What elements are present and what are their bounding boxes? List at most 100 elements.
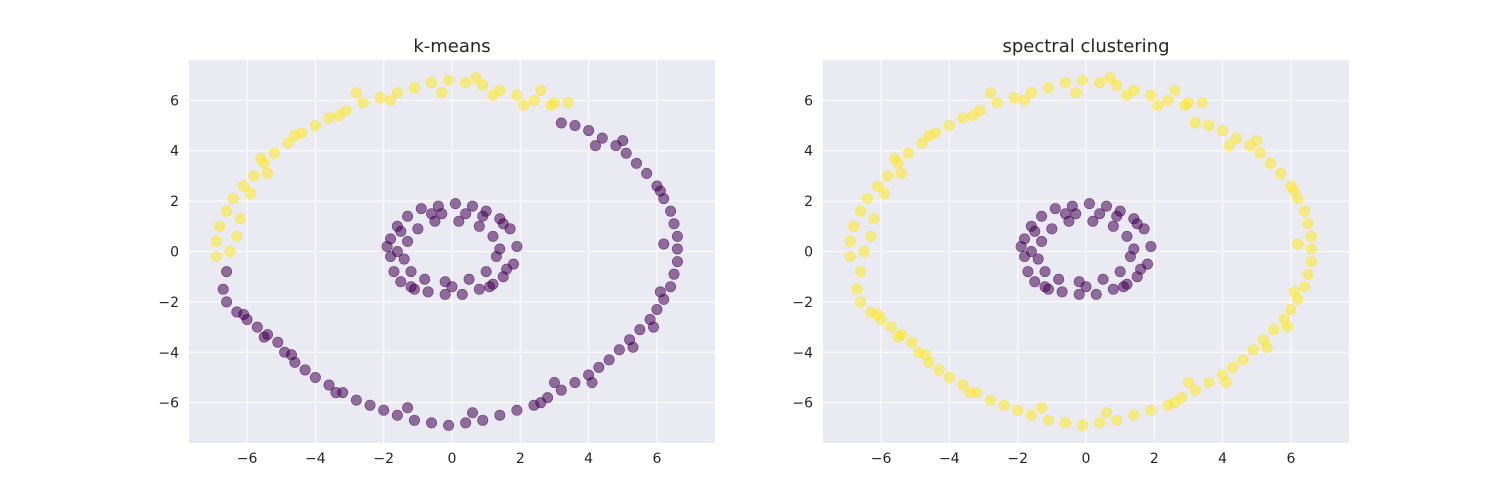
spectral-data-point [855,266,867,278]
kmeans-data-point [665,281,677,293]
spectral-data-point [1182,97,1194,109]
kmeans-data-point [477,210,489,222]
spectral-data-point [1008,92,1020,104]
spectral-data-point [1299,281,1311,293]
kmeans-data-point [658,238,670,250]
spectral-data-point [1254,147,1266,159]
spectral-y-tick-label: 6 [804,93,813,109]
kmeans-data-point [262,167,274,179]
kmeans-data-point [381,240,393,252]
spectral-data-point [1036,235,1048,247]
spectral-data-point [1189,117,1201,129]
spectral-y-tick-label: 4 [804,144,813,160]
spectral-data-point [943,120,955,132]
spectral-data-point [1305,243,1317,255]
spectral-data-point [1223,140,1235,152]
spectral-data-point [1196,97,1208,109]
kmeans-data-point [511,240,523,252]
kmeans-data-point [258,331,270,343]
kmeans-data-point [473,283,485,295]
spectral-data-point [1019,94,1031,106]
spectral-data-point [858,246,870,258]
spectral-data-point [1015,240,1027,252]
kmeans-x-tick-label: −2 [373,451,394,467]
spectral-data-point [919,349,931,361]
kmeans-data-point [436,208,448,220]
kmeans-data-point [511,404,523,416]
spectral-data-point [1145,404,1157,416]
kmeans-data-point [412,223,424,235]
kmeans-data-point [603,354,615,366]
spectral-data-point [1029,276,1041,288]
kmeans-data-point [309,120,321,132]
spectral-clustering-title: spectral clustering [1002,36,1169,57]
spectral-data-point [1145,89,1157,101]
spectral-data-point [851,283,863,295]
kmeans-data-point [466,407,478,419]
spectral-data-point [906,336,918,348]
kmeans-data-point [449,198,461,210]
kmeans-data-point [671,243,683,255]
kmeans-data-point [227,193,239,205]
spectral-data-point [1077,419,1089,431]
kmeans-data-point [613,344,625,356]
spectral-data-point [1025,87,1037,99]
spectral-data-point [1285,303,1297,315]
kmeans-data-point [518,99,530,111]
spectral-data-point [1029,225,1041,237]
kmeans-x-tick-label: 2 [516,451,525,467]
kmeans-data-point [439,288,451,300]
kmeans-data-point [456,288,468,300]
spectral-data-point [1100,200,1112,212]
spectral-data-point [998,399,1010,411]
spectral-data-point [1097,273,1109,285]
spectral-data-point [1107,283,1119,295]
kmeans-y-tick-label: 2 [170,194,179,210]
kmeans-data-point [210,235,222,247]
spectral-data-point [844,235,856,247]
spectral-data-point [1182,377,1194,389]
kmeans-data-point [569,120,581,132]
kmeans-data-point [470,72,482,84]
spectral-data-point [1042,414,1054,426]
kmeans-data-point [398,253,410,265]
spectral-data-point [1264,157,1276,169]
spectral-x-tick-label: −2 [1007,451,1028,467]
spectral-y-tick-label: −4 [792,345,813,361]
spectral-y-tick-label: −2 [792,295,813,311]
kmeans-data-point [460,77,472,89]
kmeans-data-point [323,379,335,391]
kmeans-data-point [282,137,294,149]
kmeans-data-point [487,230,499,242]
spectral-data-point [1073,288,1085,300]
kmeans-data-point [350,87,362,99]
kmeans-data-point [617,135,629,147]
spectral-x-tick-label: 0 [1082,451,1091,467]
kmeans-data-point [443,74,455,86]
spectral-data-point [1135,263,1147,275]
kmeans-data-point [210,251,222,263]
spectral-data-point [1152,99,1164,111]
spectral-data-point [865,230,877,242]
kmeans-title: k-means [413,36,490,57]
kmeans-data-point [350,394,362,406]
spectral-data-point [1083,198,1095,210]
spectral-data-point [984,87,996,99]
spectral-data-point [1128,243,1140,255]
spectral-data-point [1114,266,1126,278]
kmeans-data-point [654,185,666,197]
spectral-clustering-panel: spectral clustering −6 −4 −2 0 2 4 6 −6 −4 −2 0 2 4 6 [792,36,1349,467]
kmeans-data-point [238,308,250,320]
kmeans-panel: k-means −6 −4 −2 0 2 4 6 −6 −4 −2 0 2 4 6 [158,36,715,467]
spectral-data-point [1036,402,1048,414]
kmeans-data-point [333,109,345,121]
kmeans-data-point [248,170,260,182]
spectral-data-point [889,152,901,164]
spectral-data-point [1169,397,1181,409]
kmeans-data-point [221,205,233,217]
spectral-x-tick-label: −6 [871,451,892,467]
kmeans-data-point [497,218,509,230]
kmeans-data-point [630,157,642,169]
spectral-data-point [1299,205,1311,217]
kmeans-data-point [272,336,284,348]
